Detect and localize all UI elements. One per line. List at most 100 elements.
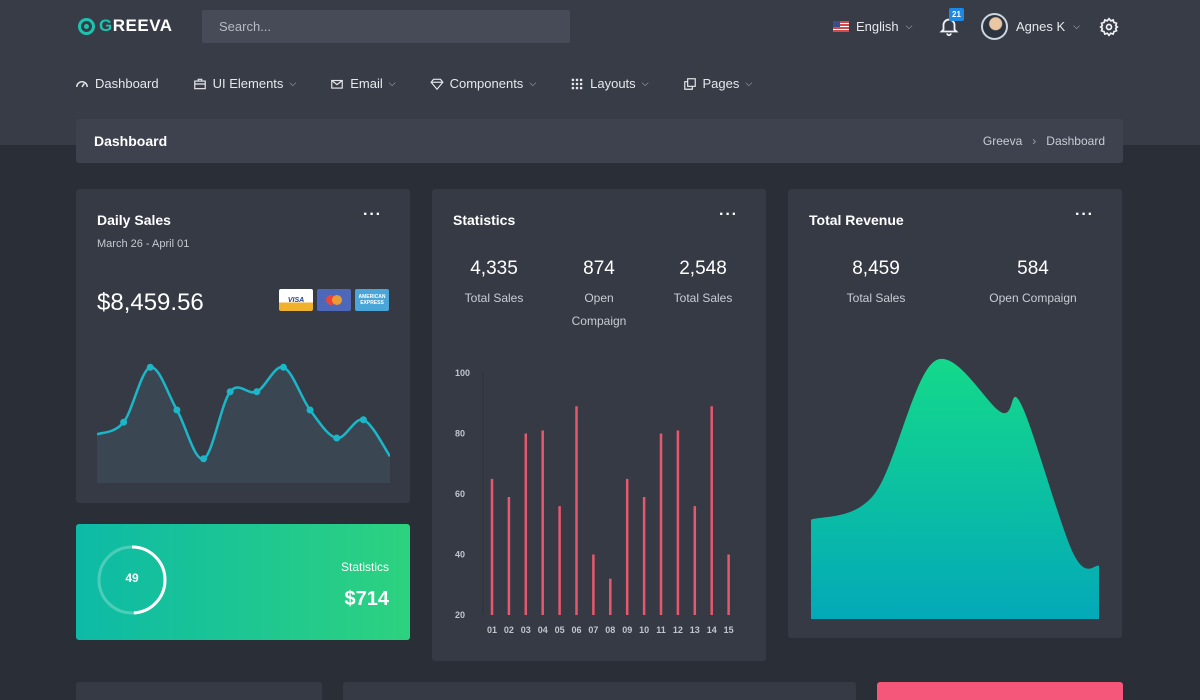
y-tick-label: 100 — [455, 368, 470, 378]
x-tick-label: 03 — [521, 625, 531, 635]
card-title: Statistics — [453, 212, 516, 228]
briefcase-icon — [193, 78, 206, 89]
stat-value: 2,548 — [679, 258, 727, 279]
nav-label: Components — [449, 76, 524, 91]
bottom-card-2 — [343, 682, 856, 700]
chevron-down-icon: ⌵ — [289, 78, 297, 88]
nav-item-layouts[interactable]: Layouts ⌵ — [570, 76, 649, 91]
x-tick-label: 05 — [555, 625, 565, 635]
mastercard-icon — [317, 289, 351, 311]
nav-item-pages[interactable]: Pages ⌵ — [683, 76, 753, 91]
daily-point — [146, 363, 154, 371]
grid-icon — [571, 78, 583, 89]
x-tick-label: 01 — [487, 625, 497, 635]
page-title-bar: Dashboard Greeva › Dashboard — [76, 119, 1123, 163]
y-tick-label: 40 — [455, 550, 465, 560]
chevron-down-icon: ⌵ — [641, 78, 649, 88]
nav-item-dashboard[interactable]: Dashboard — [75, 76, 159, 91]
daily-point — [120, 418, 128, 426]
progress-ring — [97, 545, 167, 615]
more-options-icon[interactable]: ··· — [363, 206, 382, 223]
avatar — [981, 13, 1008, 40]
y-tick-label: 80 — [455, 429, 465, 439]
nav-label: Layouts — [590, 76, 636, 91]
breadcrumb-root[interactable]: Greeva — [982, 134, 1023, 148]
breadcrumb-separator: › — [1032, 134, 1037, 148]
statistics-card: Statistics ··· 4,335 Total Sales 874 Ope… — [432, 189, 766, 661]
visa-card-icon: VISA — [279, 289, 313, 311]
daily-point — [359, 416, 367, 424]
notification-badge: 21 — [949, 8, 964, 21]
language-selector[interactable]: English ⌵ — [833, 19, 912, 34]
daily-area-fill — [97, 367, 390, 483]
stat-label: Open Compaign — [989, 291, 1077, 305]
gear-icon[interactable] — [1099, 17, 1119, 37]
diamond-icon — [430, 78, 444, 90]
copy-icon — [683, 77, 696, 90]
stat-label: Total Sales — [464, 291, 524, 305]
nav-item-components[interactable]: Components ⌵ — [430, 76, 537, 91]
date-range: March 26 - April 01 — [97, 238, 190, 250]
nav-label: Pages — [702, 76, 740, 91]
stat-value: 874 — [583, 258, 615, 279]
y-tick-label: 20 — [455, 610, 465, 620]
user-name: Agnes K — [1016, 19, 1066, 34]
stat-label: Total Sales — [846, 291, 906, 305]
chevron-down-icon: ⌵ — [529, 78, 537, 88]
ring-value: 49 — [125, 571, 139, 585]
daily-point — [306, 406, 314, 414]
sales-value: $8,459.56 — [97, 289, 204, 316]
us-flag-icon — [833, 21, 849, 32]
daily-point — [200, 455, 208, 463]
daily-point — [253, 388, 261, 396]
daily-point — [226, 388, 234, 396]
stat-label: Total Sales — [673, 291, 733, 305]
bottom-card-1 — [76, 682, 322, 700]
total-revenue-card: Total Revenue ··· 8,459 Total Sales 584 … — [788, 189, 1122, 638]
x-tick-label: 13 — [690, 625, 700, 635]
x-tick-label: 14 — [707, 625, 717, 635]
stat-label: Open Compaign — [571, 291, 627, 328]
progress-ring-arc — [97, 545, 167, 615]
search-input[interactable] — [202, 10, 570, 43]
page-title: Dashboard — [94, 133, 168, 149]
daily-point — [279, 363, 287, 371]
amex-card-icon: AMERICAN EXPRESS — [355, 289, 389, 311]
user-menu[interactable]: Agnes K ⌵ — [981, 13, 1080, 40]
x-tick-label: 02 — [504, 625, 514, 635]
x-tick-label: 09 — [622, 625, 632, 635]
nav-item-ui-elements[interactable]: UI Elements ⌵ — [193, 76, 297, 91]
x-tick-label: 15 — [724, 625, 734, 635]
x-tick-label: 10 — [639, 625, 649, 635]
revenue-area — [811, 358, 1099, 619]
nav-label: UI Elements — [212, 76, 284, 91]
logo[interactable]: GREEVA — [78, 16, 173, 36]
daily-sales-card: Daily Sales ··· March 26 - April 01 $8,4… — [76, 189, 410, 503]
x-tick-label: 07 — [588, 625, 598, 635]
chevron-down-icon: ⌵ — [388, 78, 396, 88]
nav-label: Email — [350, 76, 383, 91]
daily-point — [333, 434, 341, 442]
stat-value: 584 — [1017, 258, 1049, 279]
x-tick-label: 12 — [673, 625, 683, 635]
more-options-icon[interactable]: ··· — [1075, 206, 1094, 223]
language-label: English — [856, 19, 899, 34]
daily-point — [173, 406, 181, 414]
nav-item-email[interactable]: Email ⌵ — [330, 76, 396, 91]
more-options-icon[interactable]: ··· — [719, 206, 738, 223]
daily-sales-chart — [97, 363, 390, 483]
gauge-icon — [76, 80, 88, 87]
breadcrumb-current: Dashboard — [1046, 134, 1105, 148]
nav-label: Dashboard — [95, 76, 159, 91]
revenue-area-chart — [811, 358, 1099, 619]
payment-methods: VISA AMERICAN EXPRESS — [279, 289, 389, 311]
stat-value: 4,335 — [470, 258, 518, 279]
logo-text: GREEVA — [99, 16, 173, 35]
main-nav: Dashboard UI Elements ⌵ Email ⌵ Componen… — [75, 76, 786, 91]
chevron-down-icon: ⌵ — [1073, 21, 1080, 31]
x-tick-label: 08 — [605, 625, 615, 635]
chevron-down-icon: ⌵ — [745, 78, 753, 88]
x-tick-label: 04 — [538, 625, 548, 635]
breadcrumb: Greeva › Dashboard — [983, 134, 1105, 148]
stat-label: Statistics — [340, 560, 389, 574]
